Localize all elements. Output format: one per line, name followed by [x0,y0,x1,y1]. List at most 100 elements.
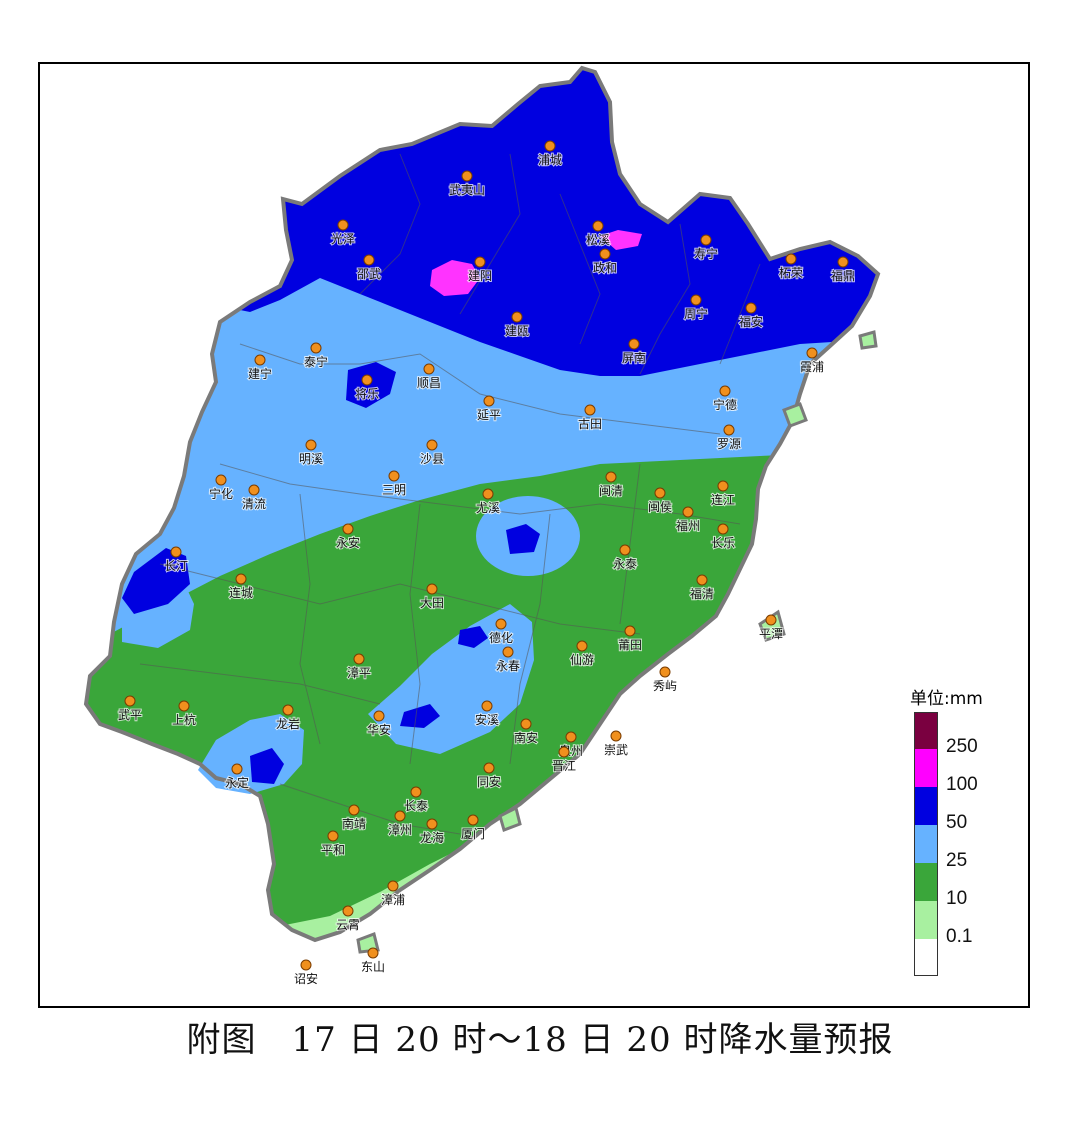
city-label: 秀屿 [653,679,677,693]
city-dot [584,404,596,416]
city-label: 罗源 [717,437,741,451]
city-dot [806,347,818,359]
city-label: 长汀 [164,559,188,573]
figure-caption: 附图 17 日 20 时～18 日 20 时降水量预报 [186,1020,894,1060]
city-marker: 宁德 [712,385,738,413]
map-frame: 浦城 武夷山 松溪 光泽 邵武 建阳 政和 寿宁 柘荣 福鼎 周宁 福安 建瓯 屏南 霞浦 建宁 泰宁 将乐 顺昌延… [38,62,1030,1008]
city-dot [254,354,266,366]
city-label: 霞浦 [800,360,824,374]
city-dot [423,363,435,375]
city-label: 永泰 [613,557,637,571]
city-label: 莆田 [618,638,642,652]
city-label: 南安 [514,730,538,745]
legend-label-0-1: 0.1 [946,926,973,947]
city-marker: 长汀 [163,546,189,574]
city-dot [654,487,666,499]
city-dot [231,763,243,775]
city-marker: 武夷山 [448,170,486,198]
city-dot [565,731,577,743]
city-dot [558,746,570,758]
city-marker: 崇武 [603,730,629,758]
city-label: 南靖 [342,816,366,831]
city-marker: 永安 [335,523,361,551]
city-label: 闽侯 [648,500,672,514]
rain-island-50-huaan [400,704,440,728]
city-dot [717,480,729,492]
city-marker: 仙游 [569,640,595,668]
city-dot [353,653,365,665]
city-label: 延平 [477,408,501,422]
city-label: 尤溪 [476,501,500,515]
city-marker: 平潭 [758,614,784,642]
city-label: 浦城 [538,153,562,167]
city-dot [387,880,399,892]
city-marker: 延平 [476,395,502,423]
city-marker: 建阳 [467,256,493,284]
city-dot [467,814,479,826]
city-marker: 周宁 [683,294,709,322]
city-marker: 建瓯 [504,311,530,339]
city-label: 仙游 [570,653,594,667]
city-marker: 厦门 [460,814,486,842]
city-label: 大田 [420,596,444,610]
city-marker: 华安 [366,710,392,738]
rain-island-50-changting [122,548,190,614]
city-marker: 三明 [381,470,407,498]
city-marker: 长乐 [710,523,736,551]
city-marker: 南安 [513,718,539,746]
city-label: 沙县 [420,452,444,466]
city-label: 龙岩 [276,716,300,731]
city-label: 漳州 [388,822,412,837]
city-dot [624,625,636,637]
city-dot [628,338,640,350]
city-dot [610,730,622,742]
city-marker: 诏安 [293,959,319,987]
city-dot [461,170,473,182]
city-marker: 闽清 [598,471,624,499]
city-dot [765,614,777,626]
city-marker: 柘荣 [778,253,804,281]
city-dot [124,695,136,707]
city-marker: 建宁 [247,354,273,382]
city-marker: 平和 [320,830,346,858]
city-dot [619,544,631,556]
city-dot [576,640,588,652]
rain-island-100-songxi [600,230,642,250]
city-dot [248,484,260,496]
city-marker: 宁化 [208,474,234,502]
city-marker: 莆田 [617,625,643,653]
city-label: 福清 [690,586,714,601]
legend-swatch-100 [915,749,937,787]
city-dot [520,718,532,730]
city-label: 永春 [496,659,520,673]
city-label: 清流 [242,497,266,511]
city-label: 古田 [578,416,602,431]
city-label: 邵武 [357,267,381,281]
city-label: 武平 [118,708,142,722]
city-dot [495,618,507,630]
legend-label-50: 50 [946,812,968,833]
city-label: 长泰 [404,799,428,813]
city-marker: 福安 [738,302,764,330]
city-dot [373,710,385,722]
city-label: 连江 [711,492,735,507]
city-marker: 晋江 [551,746,577,774]
city-dot [426,583,438,595]
legend-label-250: 250 [946,736,978,757]
city-label: 政和 [593,261,617,275]
city-dot [483,762,495,774]
city-dot [282,704,294,716]
city-marker: 漳州 [387,810,413,838]
city-dot [367,947,379,959]
city-dot [342,523,354,535]
city-dot [502,646,514,658]
city-label: 三明 [382,483,406,497]
city-marker: 龙海 [419,818,445,846]
city-marker: 大田 [419,583,445,611]
city-dot [170,546,182,558]
city-marker: 泰宁 [303,342,329,370]
legend-swatch-25 [915,825,937,863]
city-dot [363,254,375,266]
city-dot [300,959,312,971]
city-marker: 屏南 [621,338,647,366]
